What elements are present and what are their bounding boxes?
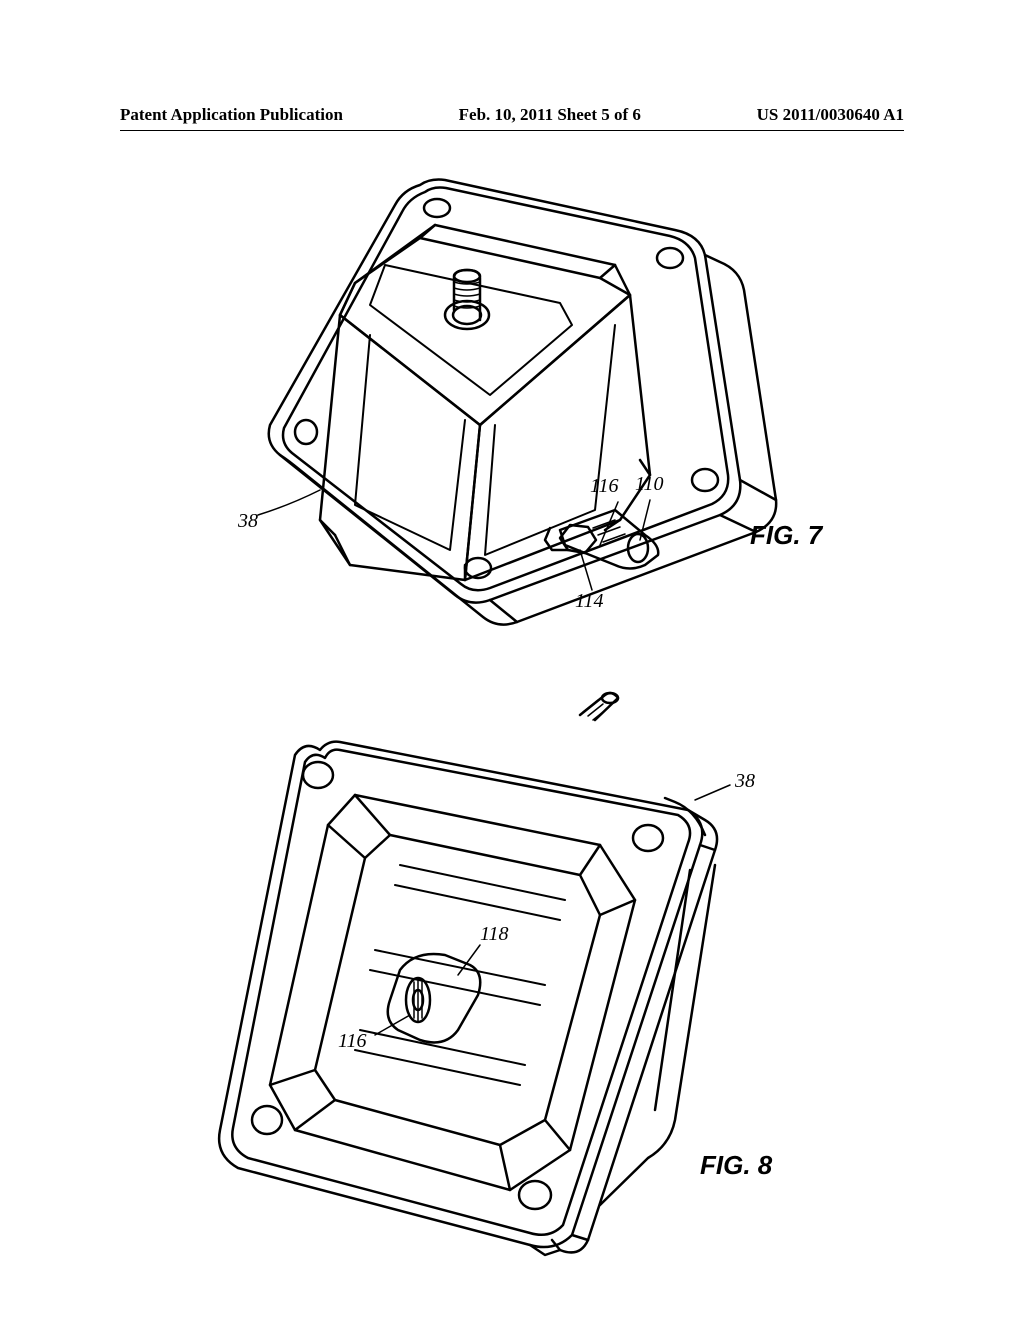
header-right: US 2011/0030640 A1 bbox=[757, 105, 904, 125]
header-left: Patent Application Publication bbox=[120, 105, 343, 125]
figure-8-label: FIG. 8 bbox=[700, 1150, 772, 1181]
ref-118-fig8: 118 bbox=[480, 923, 509, 946]
ref-38-fig8: 38 bbox=[735, 770, 755, 793]
ref-110-fig7: 110 bbox=[635, 473, 664, 496]
figure-8: 38 118 116 FIG. 8 bbox=[200, 690, 840, 1270]
header-rule bbox=[120, 130, 904, 131]
header-center: Feb. 10, 2011 Sheet 5 of 6 bbox=[459, 105, 641, 125]
figure-7: 38 116 110 114 FIG. 7 bbox=[220, 170, 840, 690]
ref-116-fig7: 116 bbox=[590, 475, 619, 498]
ref-116-fig8: 116 bbox=[338, 1030, 367, 1053]
figure-7-label: FIG. 7 bbox=[750, 520, 822, 551]
ref-38-fig7: 38 bbox=[238, 510, 258, 533]
figure-7-drawing bbox=[220, 170, 840, 690]
ref-114-fig7: 114 bbox=[575, 590, 604, 613]
